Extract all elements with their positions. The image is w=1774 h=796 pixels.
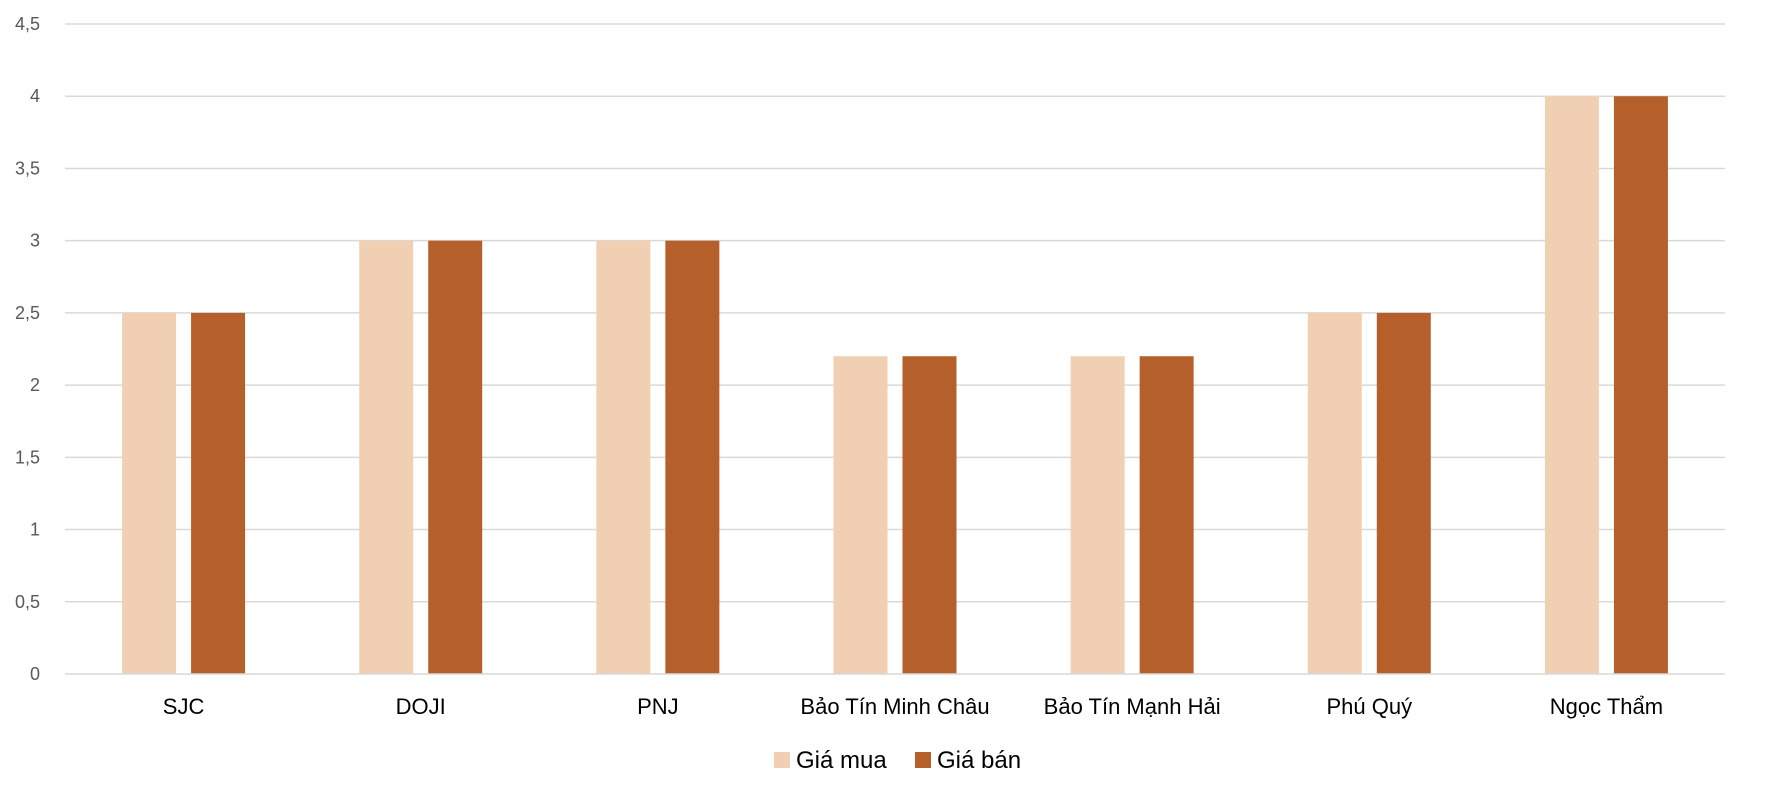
bar-gia-ban — [1613, 96, 1668, 674]
category-label: SJC — [163, 694, 205, 719]
bar-gia-mua — [359, 240, 414, 674]
y-tick-label: 1 — [30, 520, 40, 540]
category-label: PNJ — [637, 694, 679, 719]
bar-gia-ban — [1376, 312, 1431, 674]
y-axis-tick-labels: 0 0,5 1 1,5 2 2,5 3 3,5 4 4,5 — [15, 14, 40, 684]
legend-swatch — [915, 752, 931, 768]
y-tick-label: 3,5 — [15, 158, 40, 178]
legend-swatch — [774, 752, 790, 768]
category-label: DOJI — [396, 694, 446, 719]
y-tick-label: 3 — [30, 231, 40, 251]
bar-gia-mua — [1070, 356, 1125, 674]
gridlines — [65, 23, 1725, 603]
category-label: Ngọc Thẩm — [1550, 694, 1663, 719]
category-label: Phú Quý — [1326, 694, 1412, 719]
y-tick-label: 0,5 — [15, 592, 40, 612]
bar-gia-ban — [191, 312, 246, 674]
bar-gia-ban — [902, 356, 957, 674]
bars — [122, 96, 1668, 674]
y-tick-label: 2,5 — [15, 303, 40, 323]
legend: Giá mua Giá bán — [774, 747, 1021, 774]
bar-gia-mua — [833, 356, 888, 674]
y-tick-label: 1,5 — [15, 447, 40, 467]
bar-gia-ban — [1139, 356, 1194, 674]
category-label: Bảo Tín Minh Châu — [800, 694, 989, 719]
bar-gia-ban — [428, 240, 483, 674]
category-label: Bảo Tín Mạnh Hải — [1044, 694, 1221, 719]
y-tick-label: 2 — [30, 375, 40, 395]
bar-gia-mua — [1544, 96, 1599, 674]
bar-gia-mua — [596, 240, 651, 674]
category-labels: SJC DOJI PNJ Bảo Tín Minh Châu Bảo Tín Mạnh … — [163, 694, 1663, 719]
legend-label: Giá bán — [937, 747, 1021, 774]
bar-gia-mua — [1307, 312, 1362, 674]
legend-label: Giá mua — [796, 747, 887, 774]
y-tick-label: 4,5 — [15, 14, 40, 34]
bar-gia-ban — [665, 240, 720, 674]
y-tick-label: 4 — [30, 86, 40, 106]
y-tick-label: 0 — [30, 664, 40, 684]
bar-gia-mua — [122, 312, 177, 674]
